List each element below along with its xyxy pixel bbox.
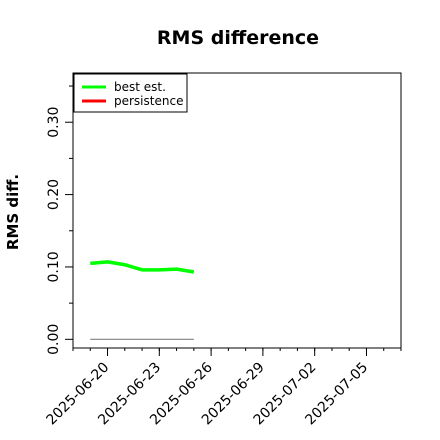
y-tick-label: 0.10	[46, 251, 62, 282]
plot-frame	[72, 72, 402, 349]
y-axis: 0.00 0.10 0.20 0.30	[46, 85, 73, 355]
series-layer	[90, 260, 195, 340]
x-axis: 2025-06-202025-06-232025-06-262025-06-29…	[44, 348, 402, 428]
y-axis-label: RMS diff.	[4, 174, 22, 250]
legend-box	[73, 73, 188, 113]
series-line-best-est	[90, 260, 195, 274]
y-tick-label: 0.20	[46, 179, 62, 210]
legend-label-persistence: persistence	[114, 94, 183, 108]
legend: best est. persistence	[73, 73, 188, 113]
chart-title: RMS difference	[157, 27, 319, 49]
y-tick-label: 0.00	[46, 324, 62, 355]
y-tick-label: 0.30	[46, 107, 62, 138]
legend-label-best-est: best est.	[114, 80, 166, 94]
